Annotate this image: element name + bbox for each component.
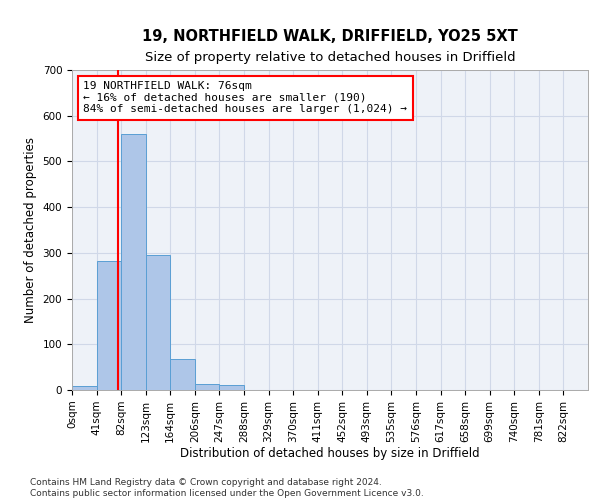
X-axis label: Distribution of detached houses by size in Driffield: Distribution of detached houses by size … [180, 448, 480, 460]
Text: Contains HM Land Registry data © Crown copyright and database right 2024.
Contai: Contains HM Land Registry data © Crown c… [30, 478, 424, 498]
Text: 19 NORTHFIELD WALK: 76sqm
← 16% of detached houses are smaller (190)
84% of semi: 19 NORTHFIELD WALK: 76sqm ← 16% of detac… [83, 81, 407, 114]
Text: 19, NORTHFIELD WALK, DRIFFIELD, YO25 5XT: 19, NORTHFIELD WALK, DRIFFIELD, YO25 5XT [142, 30, 518, 44]
Bar [170, 359, 195, 390]
Bar [97, 260, 121, 390]
Text: Size of property relative to detached houses in Driffield: Size of property relative to detached ho… [145, 50, 515, 64]
Y-axis label: Number of detached properties: Number of detached properties [24, 137, 37, 323]
Bar [146, 255, 170, 390]
Bar [195, 384, 220, 390]
Bar [121, 134, 146, 390]
Bar [72, 386, 97, 390]
Bar [220, 386, 244, 390]
